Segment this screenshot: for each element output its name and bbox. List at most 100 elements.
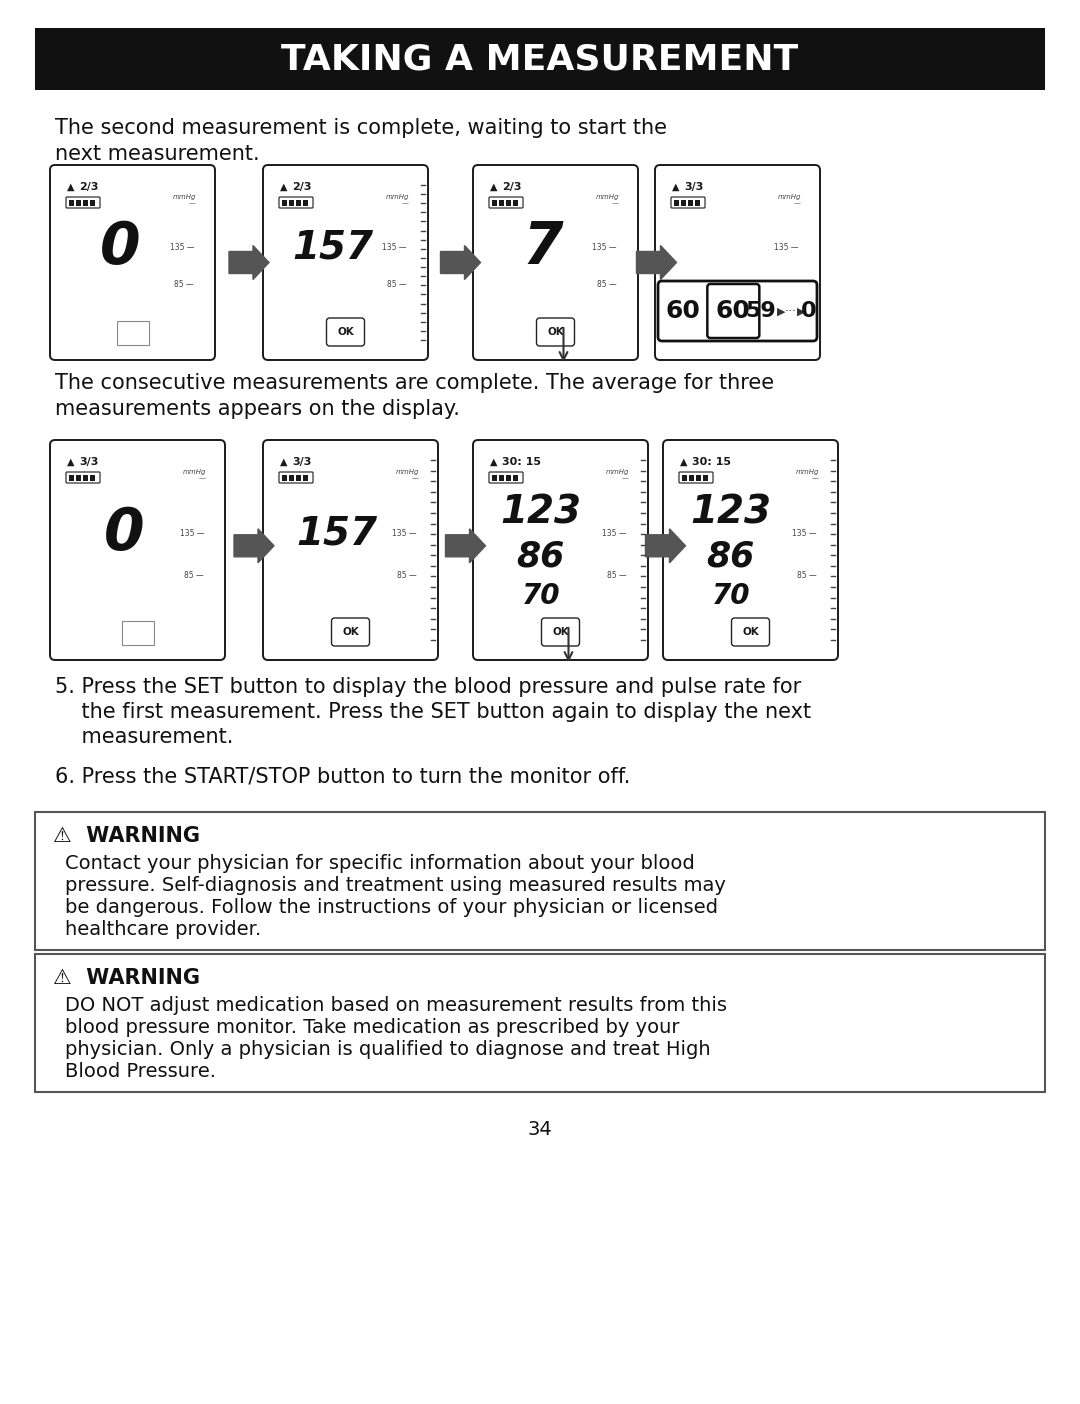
Text: 3/3: 3/3: [79, 456, 98, 468]
Text: Contact your physician for specific information about your blood: Contact your physician for specific info…: [65, 854, 694, 873]
Text: 135 —: 135 —: [603, 529, 627, 538]
FancyArrow shape: [646, 529, 686, 563]
Text: 3/3: 3/3: [292, 456, 311, 468]
Text: —: —: [622, 475, 629, 482]
FancyBboxPatch shape: [66, 197, 100, 208]
Text: mmHg: mmHg: [595, 194, 619, 199]
Text: 60: 60: [665, 299, 701, 323]
Text: 86: 86: [516, 539, 565, 573]
Bar: [513, 475, 518, 480]
Text: ⚠  WARNING: ⚠ WARNING: [53, 967, 200, 988]
Text: 0: 0: [99, 219, 140, 277]
Bar: [492, 475, 497, 480]
Bar: [282, 475, 287, 480]
Text: next measurement.: next measurement.: [55, 145, 259, 164]
Text: healthcare provider.: healthcare provider.: [65, 920, 261, 939]
FancyBboxPatch shape: [654, 166, 820, 359]
Text: 135 —: 135 —: [179, 529, 204, 538]
Text: —: —: [199, 475, 206, 482]
Bar: [90, 199, 95, 205]
Bar: [499, 475, 504, 480]
Text: 135 —: 135 —: [793, 529, 816, 538]
Text: 85 —: 85 —: [607, 570, 627, 580]
Bar: [499, 199, 504, 205]
FancyArrow shape: [441, 246, 481, 279]
Text: be dangerous. Follow the instructions of your physician or licensed: be dangerous. Follow the instructions of…: [65, 899, 718, 917]
FancyBboxPatch shape: [264, 439, 438, 660]
FancyBboxPatch shape: [279, 472, 313, 483]
Text: 30: 15: 30: 15: [502, 456, 541, 468]
Text: mmHg: mmHg: [386, 194, 409, 199]
Bar: [681, 199, 686, 205]
Text: ▲: ▲: [672, 183, 679, 192]
Text: mmHg: mmHg: [606, 469, 629, 475]
Bar: [303, 475, 308, 480]
FancyBboxPatch shape: [658, 281, 816, 341]
Bar: [688, 199, 693, 205]
Text: blood pressure monitor. Take medication as prescribed by your: blood pressure monitor. Take medication …: [65, 1018, 679, 1038]
Text: measurements appears on the display.: measurements appears on the display.: [55, 399, 460, 418]
Text: —: —: [402, 199, 409, 206]
Text: 85 —: 85 —: [185, 570, 204, 580]
FancyBboxPatch shape: [537, 317, 575, 345]
Text: 157: 157: [293, 229, 374, 267]
Text: pressure. Self-diagnosis and treatment using measured results may: pressure. Self-diagnosis and treatment u…: [65, 876, 726, 894]
Bar: [282, 199, 287, 205]
Text: 3/3: 3/3: [684, 183, 703, 192]
Text: 70: 70: [712, 583, 750, 611]
Text: 135 —: 135 —: [382, 243, 407, 253]
Text: —: —: [794, 199, 801, 206]
Bar: [69, 475, 75, 480]
Text: OK: OK: [552, 628, 569, 637]
FancyBboxPatch shape: [473, 166, 638, 359]
FancyBboxPatch shape: [671, 197, 705, 208]
Text: OK: OK: [342, 628, 359, 637]
Text: ···: ···: [784, 306, 796, 319]
Text: 135 —: 135 —: [593, 243, 617, 253]
Text: 157: 157: [297, 514, 378, 552]
FancyBboxPatch shape: [50, 439, 225, 660]
Bar: [507, 199, 511, 205]
FancyBboxPatch shape: [264, 166, 428, 359]
Text: ▲: ▲: [680, 456, 688, 468]
Text: 85 —: 85 —: [174, 281, 194, 289]
Text: 86: 86: [706, 539, 755, 573]
FancyBboxPatch shape: [332, 618, 369, 646]
Text: ⚠  WARNING: ⚠ WARNING: [53, 826, 200, 847]
FancyBboxPatch shape: [473, 439, 648, 660]
Text: ▲: ▲: [490, 456, 498, 468]
Text: —: —: [189, 199, 195, 206]
FancyArrow shape: [229, 246, 269, 279]
Bar: [689, 475, 694, 480]
Text: TAKING A MEASUREMENT: TAKING A MEASUREMENT: [282, 42, 798, 76]
FancyBboxPatch shape: [541, 618, 580, 646]
Text: The second measurement is complete, waiting to start the: The second measurement is complete, wait…: [55, 118, 667, 138]
Text: 135 —: 135 —: [774, 243, 799, 253]
Text: mmHg: mmHg: [395, 469, 419, 475]
FancyBboxPatch shape: [489, 472, 523, 483]
Bar: [35, 812, 1045, 951]
Text: ▲: ▲: [490, 183, 498, 192]
Text: ▲: ▲: [280, 183, 287, 192]
Text: 7: 7: [523, 219, 564, 277]
Text: 2/3: 2/3: [79, 183, 98, 192]
Text: 6. Press the START/STOP button to turn the monitor off.: 6. Press the START/STOP button to turn t…: [55, 767, 631, 786]
Text: OK: OK: [548, 327, 564, 337]
Bar: [681, 475, 687, 480]
Bar: [296, 199, 301, 205]
Bar: [121, 621, 153, 644]
Bar: [35, 28, 1045, 90]
Text: —: —: [812, 475, 819, 482]
Text: measurement.: measurement.: [55, 727, 233, 747]
FancyArrow shape: [446, 529, 486, 563]
Text: 70: 70: [522, 583, 559, 611]
Bar: [303, 199, 308, 205]
Text: 59: 59: [745, 300, 775, 322]
Text: the first measurement. Press the SET button again to display the next: the first measurement. Press the SET but…: [55, 702, 811, 722]
FancyBboxPatch shape: [707, 284, 759, 338]
Bar: [696, 199, 700, 205]
FancyBboxPatch shape: [731, 618, 769, 646]
FancyArrow shape: [234, 529, 274, 563]
Text: OK: OK: [742, 628, 759, 637]
Bar: [696, 475, 701, 480]
